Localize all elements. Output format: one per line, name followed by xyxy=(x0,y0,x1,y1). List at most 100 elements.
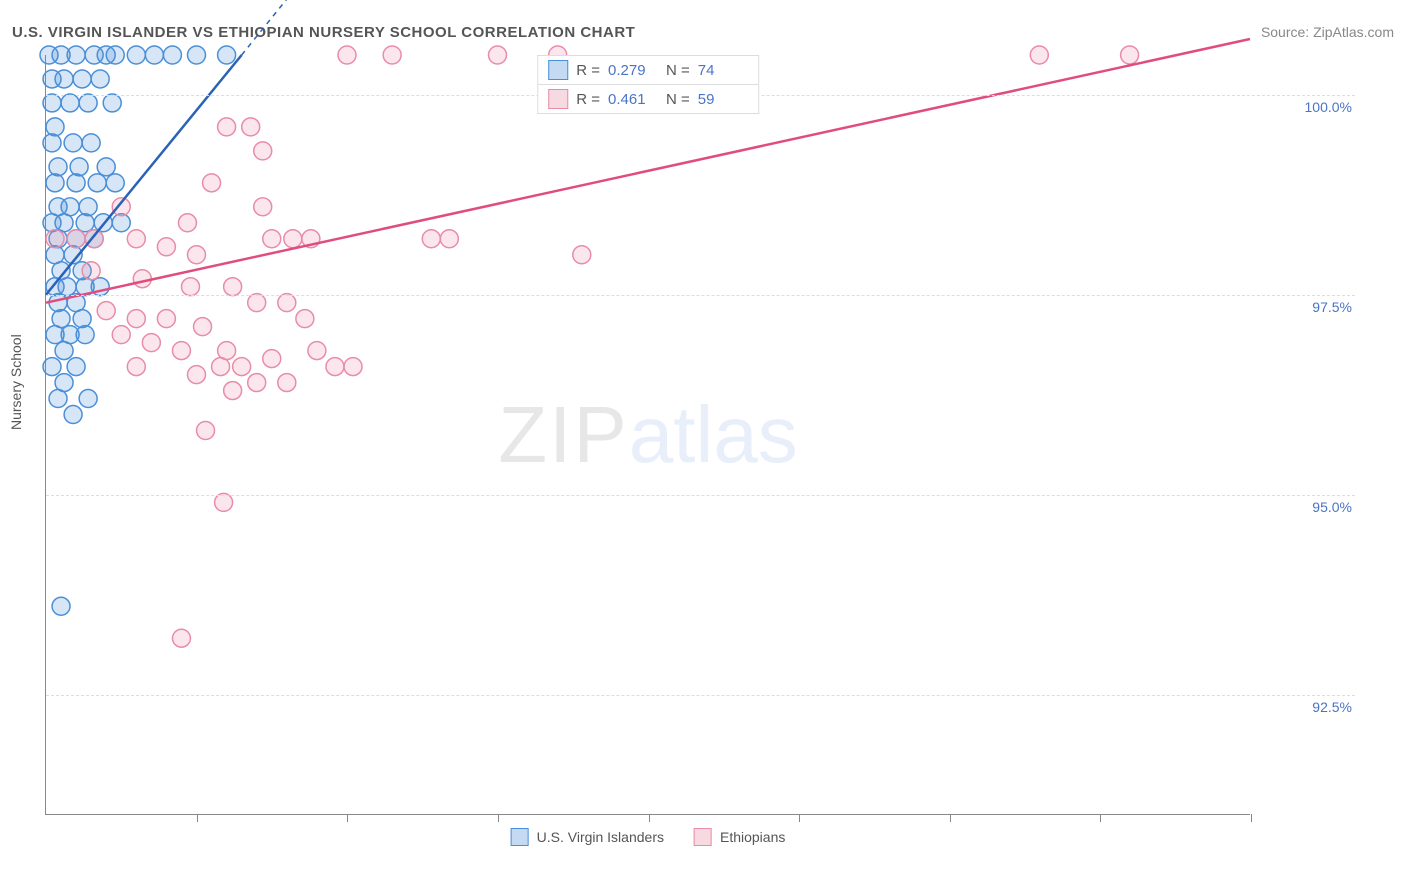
r-value-usvi: 0.279 xyxy=(608,62,658,79)
scatter-point-usvi xyxy=(46,118,64,136)
scatter-point-eth xyxy=(133,270,151,288)
scatter-point-usvi xyxy=(52,597,70,615)
stats-swatch-eth xyxy=(548,89,568,109)
scatter-point-eth xyxy=(254,142,272,160)
n-label: N = xyxy=(666,91,690,108)
scatter-point-usvi xyxy=(79,390,97,408)
legend-label-usvi: U.S. Virgin Islanders xyxy=(537,829,664,845)
legend-swatch-eth xyxy=(694,828,712,846)
scatter-point-usvi xyxy=(64,406,82,424)
grid-line xyxy=(46,295,1355,296)
scatter-point-eth xyxy=(1030,46,1048,64)
scatter-point-eth xyxy=(263,350,281,368)
scatter-point-eth xyxy=(383,46,401,64)
stats-row-eth: R = 0.461 N = 59 xyxy=(537,85,759,114)
scatter-point-eth xyxy=(308,342,326,360)
scatter-point-eth xyxy=(218,118,236,136)
scatter-point-eth xyxy=(67,230,85,248)
scatter-point-eth xyxy=(215,493,233,511)
scatter-point-usvi xyxy=(188,46,206,64)
scatter-point-usvi xyxy=(76,214,94,232)
scatter-point-eth xyxy=(172,342,190,360)
stats-row-usvi: R = 0.279 N = 74 xyxy=(537,55,759,85)
scatter-point-usvi xyxy=(106,46,124,64)
n-value-eth: 59 xyxy=(698,91,748,108)
scatter-point-eth xyxy=(242,118,260,136)
y-tick-label: 100.0% xyxy=(1305,99,1352,115)
scatter-point-eth xyxy=(188,366,206,384)
grid-line xyxy=(46,695,1355,696)
scatter-point-usvi xyxy=(43,134,61,152)
scatter-point-eth xyxy=(440,230,458,248)
scatter-point-usvi xyxy=(73,310,91,328)
scatter-point-eth xyxy=(278,294,296,312)
scatter-point-usvi xyxy=(67,174,85,192)
scatter-point-usvi xyxy=(43,94,61,112)
stats-legend: R = 0.279 N = 74 R = 0.461 N = 59 xyxy=(537,55,759,114)
scatter-point-eth xyxy=(188,246,206,264)
scatter-point-eth xyxy=(263,230,281,248)
scatter-point-eth xyxy=(197,422,215,440)
scatter-point-eth xyxy=(224,382,242,400)
scatter-point-eth xyxy=(296,310,314,328)
scatter-point-usvi xyxy=(127,46,145,64)
r-value-eth: 0.461 xyxy=(608,91,658,108)
scatter-point-usvi xyxy=(67,358,85,376)
scatter-point-usvi xyxy=(61,94,79,112)
bottom-legend: U.S. Virgin Islanders Ethiopians xyxy=(511,828,786,846)
r-label: R = xyxy=(576,62,600,79)
scatter-point-eth xyxy=(112,198,130,216)
chart-container: U.S. VIRGIN ISLANDER VS ETHIOPIAN NURSER… xyxy=(0,0,1406,892)
plot-area: ZIPatlas 92.5%95.0%97.5%100.0% R = 0.279… xyxy=(45,55,1250,815)
scatter-point-eth xyxy=(248,374,266,392)
scatter-point-usvi xyxy=(106,174,124,192)
scatter-point-usvi xyxy=(88,174,106,192)
scatter-point-eth xyxy=(178,214,196,232)
x-tick xyxy=(799,814,800,822)
grid-line xyxy=(46,495,1355,496)
scatter-point-usvi xyxy=(103,94,121,112)
scatter-point-usvi xyxy=(64,134,82,152)
scatter-point-usvi xyxy=(163,46,181,64)
scatter-point-usvi xyxy=(55,342,73,360)
scatter-point-usvi xyxy=(67,46,85,64)
scatter-point-eth xyxy=(181,278,199,296)
scatter-point-eth xyxy=(254,198,272,216)
scatter-point-usvi xyxy=(79,198,97,216)
scatter-point-eth xyxy=(489,46,507,64)
scatter-point-eth xyxy=(422,230,440,248)
n-label: N = xyxy=(666,62,690,79)
scatter-point-eth xyxy=(46,230,64,248)
y-tick-label: 97.5% xyxy=(1312,299,1352,315)
x-tick xyxy=(950,814,951,822)
scatter-point-eth xyxy=(338,46,356,64)
scatter-point-eth xyxy=(127,230,145,248)
source-label: Source: ZipAtlas.com xyxy=(1261,24,1394,40)
scatter-point-eth xyxy=(573,246,591,264)
chart-title: U.S. VIRGIN ISLANDER VS ETHIOPIAN NURSER… xyxy=(12,24,635,41)
n-value-usvi: 74 xyxy=(698,62,748,79)
scatter-point-eth xyxy=(194,318,212,336)
x-tick xyxy=(649,814,650,822)
scatter-point-usvi xyxy=(70,158,88,176)
chart-svg xyxy=(46,55,1250,814)
y-axis-label: Nursery School xyxy=(8,334,24,430)
scatter-point-eth xyxy=(142,334,160,352)
scatter-points xyxy=(40,46,1139,647)
scatter-point-usvi xyxy=(73,70,91,88)
x-tick xyxy=(347,814,348,822)
scatter-point-eth xyxy=(97,302,115,320)
scatter-point-usvi xyxy=(79,94,97,112)
scatter-point-eth xyxy=(157,238,175,256)
x-tick xyxy=(1100,814,1101,822)
scatter-point-eth xyxy=(203,174,221,192)
scatter-point-eth xyxy=(212,358,230,376)
scatter-point-usvi xyxy=(97,158,115,176)
scatter-point-eth xyxy=(224,278,242,296)
scatter-point-usvi xyxy=(49,158,67,176)
scatter-point-usvi xyxy=(91,70,109,88)
scatter-point-eth xyxy=(326,358,344,376)
legend-item-eth: Ethiopians xyxy=(694,828,785,846)
scatter-point-eth xyxy=(284,230,302,248)
scatter-point-eth xyxy=(1121,46,1139,64)
